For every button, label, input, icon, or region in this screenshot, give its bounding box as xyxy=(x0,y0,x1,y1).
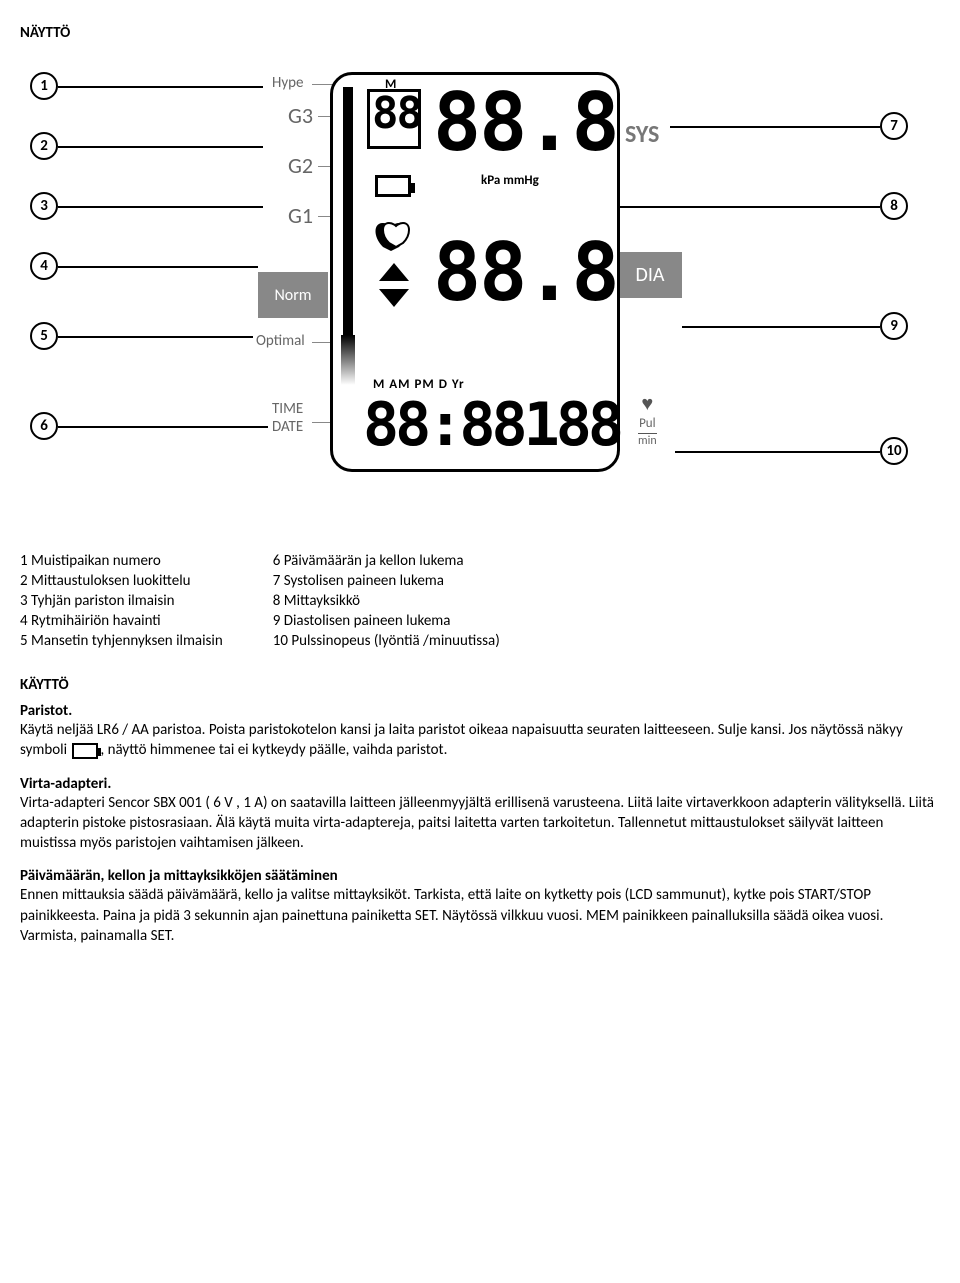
subtitle-adapter: Virta-adapteri. xyxy=(20,775,940,793)
legend-item: 2 Mittaustuloksen luokittelu xyxy=(20,572,223,590)
label-norm: Norm xyxy=(258,272,328,318)
label-timedate: TIME DATE xyxy=(272,400,303,436)
legend-right: 6 Päivämäärän ja kellon lukema 7 Systoli… xyxy=(273,552,500,652)
battery-icon xyxy=(72,743,98,759)
datetime-paragraph: Ennen mittauksia säädä päivämäärä, kello… xyxy=(20,885,940,946)
label-g1: G1 xyxy=(288,202,313,229)
display-diagram: Hype G3 G2 G1 Norm Optimal TIME DATE SYS… xyxy=(20,52,920,522)
legend-item: 5 Mansetin tyhjennyksen ilmaisin xyxy=(20,632,223,650)
legend-item: 4 Rytmihäiriön havainti xyxy=(20,612,223,630)
battery-icon xyxy=(375,175,411,197)
callout-5: 5 xyxy=(30,322,58,350)
callout-1: 1 xyxy=(30,72,58,100)
section-title-display: NÄYTTÖ xyxy=(20,24,940,42)
time-reading: 88:88188 xyxy=(363,395,620,455)
label-sys: SYS xyxy=(625,120,659,149)
sys-reading: 88.8 xyxy=(433,83,618,163)
legend-item: 9 Diastolisen paineen lukema xyxy=(273,612,500,630)
callout-7: 7 xyxy=(880,112,908,140)
classification-gradient xyxy=(341,335,355,385)
legend-left: 1 Muistipaikan numero 2 Mittaustuloksen … xyxy=(20,552,223,652)
label-pul: ♥ Pul min xyxy=(638,392,657,448)
unit-label: kPa mmHg xyxy=(481,173,539,188)
deflation-icon xyxy=(377,261,411,314)
arrhythmia-icon xyxy=(371,215,415,256)
label-g2: G2 xyxy=(288,152,313,179)
callout-3: 3 xyxy=(30,192,58,220)
lcd-screen: M 88 88.8 kPa mmHg 88.8 M AM PM D Yr 88:… xyxy=(330,72,620,472)
adapter-paragraph: Virta-adapteri Sencor SBX 001 ( 6 V , 1 … xyxy=(20,793,940,854)
label-g3: G3 xyxy=(288,102,313,129)
callout-8: 8 xyxy=(880,192,908,220)
dia-reading: 88.8 xyxy=(433,233,618,313)
legend-columns: 1 Muistipaikan numero 2 Mittaustuloksen … xyxy=(20,552,940,652)
callout-4: 4 xyxy=(30,252,58,280)
section-title-usage: KÄYTTÖ xyxy=(20,676,940,694)
memory-digit-box: 88 xyxy=(367,89,421,149)
legend-item: 1 Muistipaikan numero xyxy=(20,552,223,570)
legend-item: 7 Systolisen paineen lukema xyxy=(273,572,500,590)
subtitle-batteries: Paristot. xyxy=(20,702,940,720)
callout-6: 6 xyxy=(30,412,58,440)
callout-9: 9 xyxy=(880,312,908,340)
legend-item: 8 Mittayksikkö xyxy=(273,592,500,610)
legend-item: 10 Pulssinopeus (lyöntiä /minuutissa) xyxy=(273,632,500,650)
heart-icon: ♥ xyxy=(638,392,657,416)
label-dia: DIA xyxy=(618,252,682,298)
legend-item: 3 Tyhjän pariston ilmaisin xyxy=(20,592,223,610)
classification-bar xyxy=(343,87,353,337)
legend-item: 6 Päivämäärän ja kellon lukema xyxy=(273,552,500,570)
callout-2: 2 xyxy=(30,132,58,160)
callout-10: 10 xyxy=(880,437,908,465)
batteries-paragraph: Käytä neljää LR6 / AA paristoa. Poista p… xyxy=(20,720,940,761)
label-hype: Hype xyxy=(272,74,303,92)
label-optimal: Optimal xyxy=(256,332,305,350)
subtitle-datetime: Päivämäärän, kellon ja mittayksikköjen s… xyxy=(20,867,940,885)
